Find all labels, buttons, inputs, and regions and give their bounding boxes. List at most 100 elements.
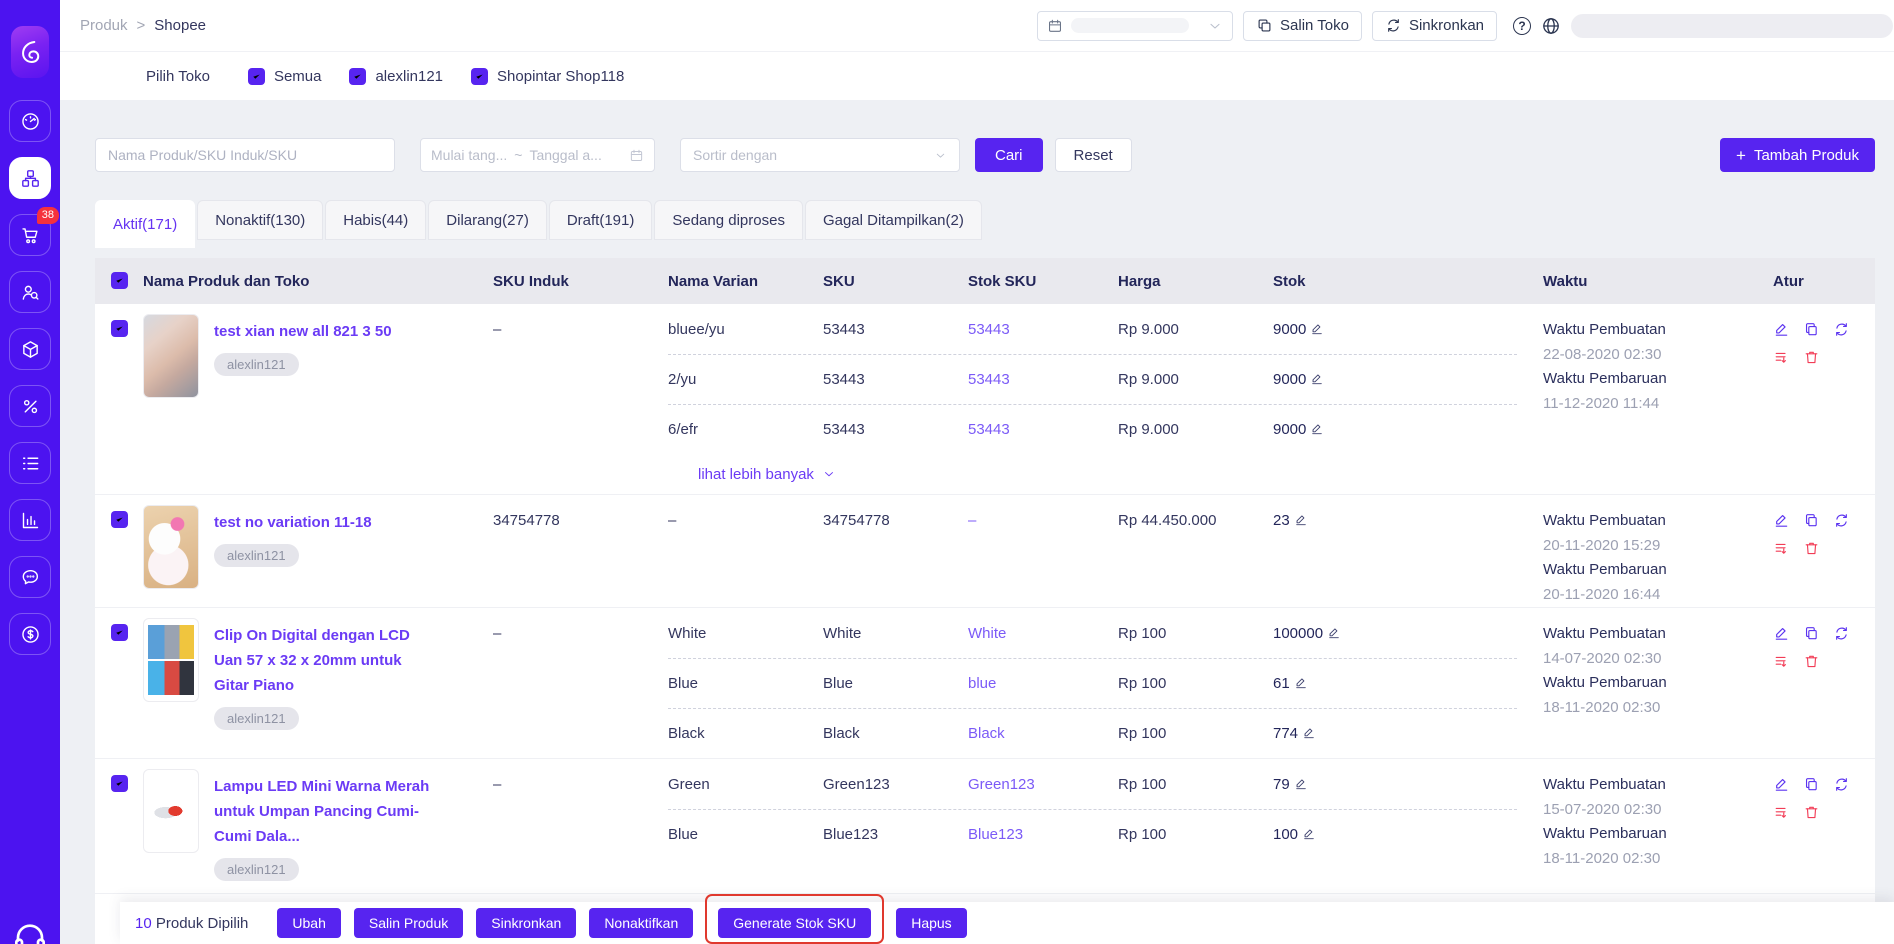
checkbox[interactable]: [248, 68, 265, 85]
bulk-action-generate-stok-sku[interactable]: Generate Stok SKU: [718, 908, 871, 938]
bulk-action-ubah[interactable]: Ubah: [277, 908, 340, 938]
tab-aktif[interactable]: Aktif(171): [95, 200, 195, 248]
edit-icon[interactable]: [1773, 321, 1790, 338]
reset-button[interactable]: Reset: [1055, 138, 1132, 172]
edit-stock-icon[interactable]: [1294, 513, 1308, 527]
sync-icon[interactable]: [1833, 321, 1850, 338]
tab-dilarang[interactable]: Dilarang(27): [428, 200, 547, 240]
variant-name-cell: Black: [668, 725, 823, 742]
sidebar-item-inventory[interactable]: [9, 328, 51, 370]
copy-icon[interactable]: [1803, 625, 1820, 642]
edit-stock-icon[interactable]: [1327, 626, 1341, 640]
edit-stock-icon[interactable]: [1310, 372, 1324, 386]
add-product-button[interactable]: + Tambah Produk: [1720, 138, 1875, 172]
stock-value: 23: [1273, 512, 1290, 529]
bulk-action-nonaktifkan[interactable]: Nonaktifkan: [589, 908, 693, 938]
shop-option-shopintar-shop118[interactable]: Shopintar Shop118: [471, 68, 624, 85]
stock-sku-link[interactable]: 53443: [968, 421, 1118, 438]
column-header-sku-induk: SKU Induk: [493, 273, 668, 290]
tab-habis[interactable]: Habis(44): [325, 200, 426, 240]
support-headset-icon[interactable]: [10, 918, 50, 944]
row-checkbox[interactable]: [111, 624, 128, 641]
breadcrumb-parent[interactable]: Produk: [80, 17, 128, 34]
copy-icon[interactable]: [1803, 321, 1820, 338]
tab-nonaktif[interactable]: Nonaktif(130): [197, 200, 323, 240]
product-title-link[interactable]: Clip On Digital dengan LCD Uan 57 x 32 x…: [214, 623, 432, 698]
copy-icon[interactable]: [1803, 776, 1820, 793]
stock-sku-link[interactable]: White: [968, 625, 1118, 642]
product-title-link[interactable]: test no variation 11-18: [214, 510, 432, 535]
stock-sku-link[interactable]: blue: [968, 675, 1118, 692]
product-title-link[interactable]: Lampu LED Mini Warna Merah untuk Umpan P…: [214, 774, 432, 849]
row-checkbox[interactable]: [111, 775, 128, 792]
sync-icon[interactable]: [1833, 512, 1850, 529]
row-checkbox[interactable]: [111, 320, 128, 337]
sidebar-item-orders[interactable]: 38: [9, 214, 51, 256]
date-range-picker[interactable]: Mulai tang... ~ Tanggal a...: [420, 138, 655, 172]
search-input[interactable]: [95, 138, 395, 172]
delete-icon[interactable]: [1803, 653, 1820, 670]
edit-icon[interactable]: [1773, 512, 1790, 529]
orders-icon: [20, 225, 41, 246]
product-title-link[interactable]: test xian new all 821 3 50: [214, 319, 432, 344]
export-list-icon[interactable]: [1773, 349, 1790, 366]
edit-stock-icon[interactable]: [1310, 422, 1324, 436]
checkbox[interactable]: [349, 68, 366, 85]
export-list-icon[interactable]: [1773, 540, 1790, 557]
select-all-checkbox[interactable]: [111, 272, 128, 289]
edit-stock-icon[interactable]: [1294, 777, 1308, 791]
updated-time: 20-11-2020 16:44: [1543, 583, 1773, 608]
sort-select[interactable]: Sortir dengan: [680, 138, 960, 172]
app-logo[interactable]: [11, 26, 49, 78]
sync-icon[interactable]: [1833, 776, 1850, 793]
bulk-action-hapus[interactable]: Hapus: [896, 908, 966, 938]
user-menu[interactable]: [1571, 14, 1893, 38]
bulk-action-sinkronkan[interactable]: Sinkronkan: [476, 908, 576, 938]
sidebar-item-reports[interactable]: [9, 499, 51, 541]
stock-sku-link[interactable]: –: [968, 512, 1118, 529]
time-cell: Waktu Pembuatan14-07-2020 02:30Waktu Pem…: [1543, 608, 1773, 758]
sidebar-item-finance[interactable]: [9, 613, 51, 655]
stock-sku-link[interactable]: Blue123: [968, 826, 1118, 843]
stock-sku-link[interactable]: Green123: [968, 776, 1118, 793]
show-more-variants[interactable]: lihat lebih banyak: [668, 454, 1543, 494]
edit-icon[interactable]: [1773, 625, 1790, 642]
search-button[interactable]: Cari: [975, 138, 1043, 172]
store-select[interactable]: [1037, 11, 1233, 41]
sync-button[interactable]: Sinkronkan: [1372, 11, 1497, 41]
sidebar-item-products[interactable]: [9, 157, 51, 199]
shop-option-semua[interactable]: Semua: [248, 68, 322, 85]
globe-icon[interactable]: [1541, 16, 1561, 36]
edit-icon[interactable]: [1773, 776, 1790, 793]
export-list-icon[interactable]: [1773, 653, 1790, 670]
delete-icon[interactable]: [1803, 804, 1820, 821]
edit-stock-icon[interactable]: [1302, 726, 1316, 740]
delete-icon[interactable]: [1803, 540, 1820, 557]
product-info: test xian new all 821 3 50alexlin121: [214, 314, 432, 482]
edit-stock-icon[interactable]: [1294, 676, 1308, 690]
stock-sku-link[interactable]: Black: [968, 725, 1118, 742]
sidebar-item-chat[interactable]: [9, 556, 51, 598]
stock-sku-link[interactable]: 53443: [968, 321, 1118, 338]
sidebar-item-customers[interactable]: [9, 271, 51, 313]
copy-icon[interactable]: [1803, 512, 1820, 529]
delete-icon[interactable]: [1803, 349, 1820, 366]
edit-stock-icon[interactable]: [1310, 322, 1324, 336]
copy-store-button[interactable]: Salin Toko: [1243, 11, 1362, 41]
sidebar-item-promotion[interactable]: [9, 385, 51, 427]
tab-gagal-ditampilkan[interactable]: Gagal Ditampilkan(2): [805, 200, 982, 240]
help-icon[interactable]: ?: [1513, 17, 1531, 35]
checkbox[interactable]: [471, 68, 488, 85]
sidebar-item-price-list[interactable]: [9, 442, 51, 484]
edit-stock-icon[interactable]: [1302, 827, 1316, 841]
sidebar-item-dashboard[interactable]: [9, 100, 51, 142]
shop-option-alexlin121[interactable]: alexlin121: [349, 68, 443, 85]
stock-sku-link[interactable]: 53443: [968, 371, 1118, 388]
row-checkbox[interactable]: [111, 511, 128, 528]
tab-draft[interactable]: Draft(191): [549, 200, 653, 240]
export-list-icon[interactable]: [1773, 804, 1790, 821]
headset-icon[interactable]: [10, 918, 50, 944]
bulk-action-salin-produk[interactable]: Salin Produk: [354, 908, 463, 938]
sync-icon[interactable]: [1833, 625, 1850, 642]
tab-sedang-diproses[interactable]: Sedang diproses: [654, 200, 803, 240]
